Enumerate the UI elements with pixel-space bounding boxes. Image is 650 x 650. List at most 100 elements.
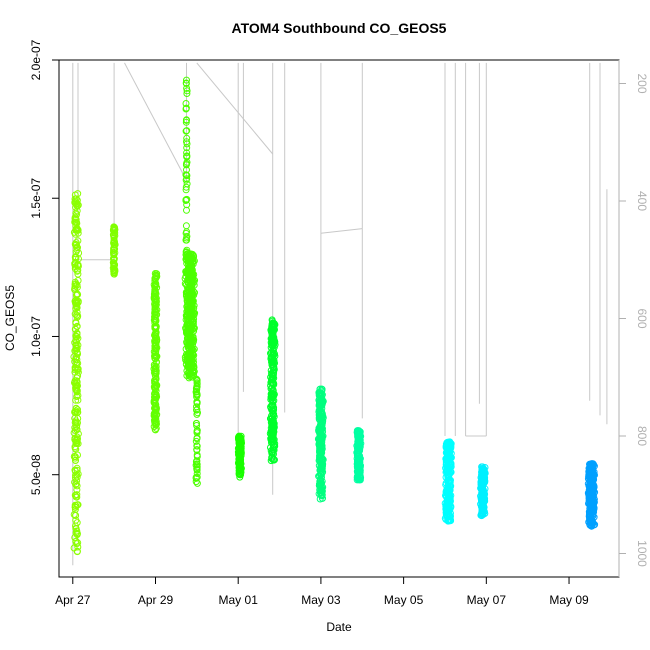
data-point [236, 456, 244, 464]
data-point [590, 483, 598, 491]
data-point [152, 272, 160, 280]
data-cluster [441, 438, 455, 525]
data-point [586, 461, 594, 469]
data-point [447, 440, 454, 447]
data-point [72, 199, 80, 207]
x-axis-label: Date [326, 620, 352, 634]
data-point [193, 399, 201, 407]
data-point [446, 453, 454, 461]
data-point [74, 408, 82, 416]
data-point [71, 368, 79, 376]
data-point [152, 382, 160, 390]
data-point [442, 488, 450, 496]
data-point [193, 460, 201, 468]
data-point [444, 470, 452, 478]
data-point [271, 456, 278, 464]
data-point [480, 478, 488, 486]
data-point [193, 473, 201, 481]
data-point [152, 332, 160, 340]
data-point [317, 461, 325, 469]
data-point [183, 138, 190, 146]
data-point [74, 261, 82, 269]
data-point [152, 359, 160, 367]
data-point [150, 361, 158, 369]
pressure-trace-segment [124, 62, 187, 181]
data-point [480, 475, 488, 483]
data-point [72, 203, 80, 211]
data-point [74, 539, 82, 547]
data-point [110, 259, 118, 267]
data-point [353, 449, 361, 457]
data-point [445, 477, 453, 485]
data-point [151, 292, 159, 300]
data-point [182, 171, 190, 179]
data-point [354, 440, 362, 448]
data-point [74, 237, 82, 245]
data-point [184, 250, 192, 258]
data-point [589, 507, 597, 515]
data-cluster [181, 250, 199, 382]
data-point [151, 385, 159, 393]
data-point [269, 411, 277, 419]
data-point [236, 435, 244, 443]
data-point [74, 334, 82, 342]
data-point [187, 274, 195, 282]
data-cluster [192, 375, 201, 487]
data-point [190, 324, 198, 332]
data-point [182, 222, 190, 230]
plot-frame [58, 59, 620, 578]
data-point [236, 473, 244, 481]
pressure-tick-label: 800 [635, 426, 649, 446]
data-point [316, 480, 323, 488]
data-point [318, 413, 326, 420]
data-point [270, 343, 278, 351]
data-point [445, 504, 453, 512]
data-point [183, 232, 191, 240]
x-tick-label: May 07 [467, 593, 507, 607]
y-axis: 5.0e-08 1.0e-07 1.5e-07 2.0e-07 [29, 39, 59, 495]
data-point [267, 355, 275, 363]
x-tick-label: May 09 [549, 593, 589, 607]
data-point [193, 442, 201, 450]
data-point [478, 482, 486, 490]
data-point [193, 403, 200, 411]
data-point [182, 79, 190, 87]
y-tick-label: 1.0e-07 [29, 316, 43, 357]
data-point [193, 427, 201, 435]
pressure-axis: 200 400 600 800 1000 [618, 60, 649, 577]
data-point [315, 391, 323, 399]
x-tick-label: May 05 [384, 593, 424, 607]
data-point [152, 341, 160, 349]
data-point [152, 421, 160, 429]
data-point [72, 396, 80, 404]
data-point [110, 237, 118, 245]
data-point [183, 87, 191, 95]
data-point [70, 453, 78, 460]
data-point [355, 476, 363, 484]
data-point [152, 401, 160, 409]
data-point [70, 429, 78, 437]
data-point [193, 410, 201, 418]
data-point [183, 149, 191, 157]
data-point [189, 260, 197, 268]
data-point [73, 207, 81, 215]
data-point [586, 520, 594, 528]
data-point [235, 436, 243, 444]
data-point [193, 446, 201, 454]
data-point [185, 327, 193, 335]
data-point [270, 391, 277, 399]
data-point [445, 441, 453, 449]
data-point [317, 491, 325, 499]
data-point [71, 491, 79, 499]
data-point [193, 391, 201, 399]
data-point [236, 444, 244, 452]
data-point [268, 401, 276, 409]
data-point [192, 461, 200, 469]
data-point [318, 484, 326, 492]
pressure-tick-label: 200 [635, 73, 649, 93]
data-point [73, 377, 80, 385]
data-point [73, 322, 81, 330]
data-point [73, 226, 81, 234]
data-point [182, 183, 190, 191]
y-tick-label: 1.5e-07 [29, 178, 43, 219]
